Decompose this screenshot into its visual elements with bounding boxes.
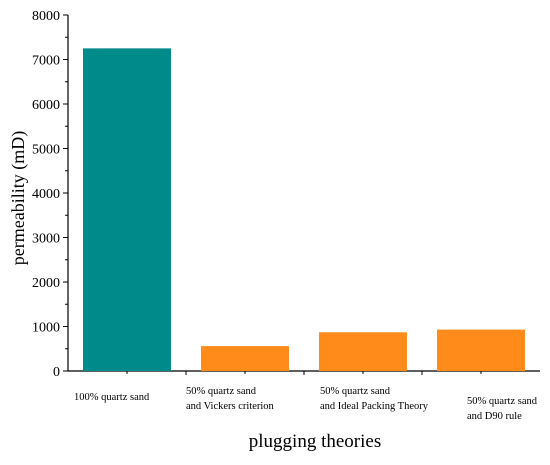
bar	[83, 48, 171, 371]
y-tick-label: 1000	[32, 321, 60, 336]
y-tick-label: 8000	[32, 9, 60, 24]
bars	[83, 48, 525, 371]
labels: 0 1000 2000 3000 4000 5000 6000 7000 8000 100% qu…	[32, 9, 538, 422]
bar	[437, 329, 525, 371]
x-category-label: and D90 rule	[467, 411, 522, 422]
y-tick-label: 2000	[32, 276, 60, 291]
y-tick-label: 6000	[32, 98, 60, 113]
x-category-label: and Vickers criterion	[186, 401, 275, 412]
y-tick-label: 5000	[32, 143, 60, 158]
bar	[201, 346, 289, 371]
x-category-label: and Ideal Packing Theory	[320, 401, 429, 412]
bar	[319, 332, 407, 371]
x-category-label: 50% quartz sand	[320, 386, 391, 397]
x-axis-title: plugging theories	[249, 431, 381, 452]
y-tick-label: 7000	[32, 54, 60, 69]
y-tick-label: 4000	[32, 187, 60, 202]
x-category-label: 50% quartz sand	[467, 396, 538, 407]
x-category-label: 100% quartz sand	[74, 392, 150, 403]
y-axis-title: permeability (mD)	[8, 131, 29, 265]
y-tick-label: 0	[53, 365, 60, 380]
y-tick-label: 3000	[32, 232, 60, 247]
x-category-label: 50% quartz sand	[186, 386, 257, 397]
